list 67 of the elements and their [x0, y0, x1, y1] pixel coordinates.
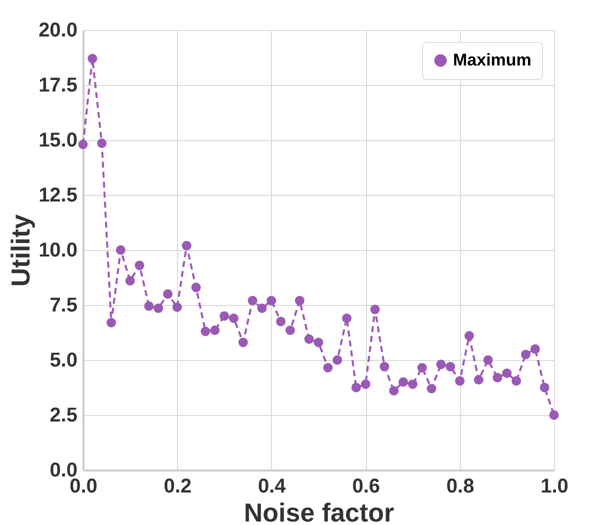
point	[512, 376, 522, 386]
point	[520, 350, 530, 360]
point	[88, 54, 98, 64]
point	[294, 296, 304, 306]
point	[220, 311, 230, 321]
point	[163, 289, 173, 299]
point	[200, 326, 210, 336]
point	[540, 382, 550, 392]
point	[436, 360, 446, 370]
point	[210, 326, 220, 336]
point	[276, 316, 286, 326]
point	[360, 379, 370, 389]
point	[172, 302, 182, 312]
point	[351, 382, 361, 392]
point	[266, 296, 276, 306]
point	[342, 313, 352, 323]
point	[248, 296, 258, 306]
point	[182, 240, 192, 250]
point	[304, 334, 314, 344]
point	[323, 362, 333, 372]
point	[446, 362, 456, 372]
point	[408, 379, 418, 389]
point	[314, 338, 324, 348]
point	[257, 304, 267, 314]
point	[389, 386, 399, 396]
x-tick-label: 0.4	[258, 476, 287, 498]
point	[549, 410, 559, 420]
point	[116, 245, 126, 255]
x-tick-label: 0.2	[164, 476, 192, 498]
point	[125, 276, 135, 286]
x-axis-title: Noise factor	[244, 498, 394, 525]
y-axis-title: Utility	[6, 214, 36, 287]
point	[455, 376, 465, 386]
point	[380, 362, 390, 372]
point	[483, 355, 493, 365]
point	[191, 282, 201, 292]
legend-label: Maximum	[453, 50, 532, 70]
y-tick-label: 10.0	[38, 240, 78, 262]
point	[154, 304, 164, 314]
point	[502, 368, 512, 378]
point	[370, 304, 380, 314]
point	[332, 355, 342, 365]
x-tick-label: 0.8	[446, 476, 474, 498]
y-tick-label: 2.5	[50, 404, 78, 426]
y-tick-label: 7.5	[50, 294, 78, 316]
point	[144, 301, 154, 311]
point	[228, 313, 238, 323]
point	[238, 338, 248, 348]
point	[530, 344, 540, 354]
y-tick-label: 20.0	[38, 20, 78, 42]
point	[492, 372, 502, 382]
point	[464, 331, 474, 341]
point	[417, 362, 427, 372]
y-tick-label: 12.5	[38, 184, 78, 206]
x-tick-label: 1.0	[540, 476, 568, 498]
y-tick-label: 17.5	[38, 74, 78, 96]
point	[398, 377, 408, 387]
x-tick-label: 0.6	[352, 476, 380, 498]
point	[106, 318, 116, 328]
point	[474, 375, 484, 385]
point	[78, 140, 88, 150]
y-tick-label: 15.0	[38, 130, 78, 152]
point	[97, 138, 107, 148]
point	[134, 260, 144, 270]
point	[285, 326, 295, 336]
point	[426, 384, 436, 394]
y-tick-label: 5.0	[50, 350, 78, 372]
